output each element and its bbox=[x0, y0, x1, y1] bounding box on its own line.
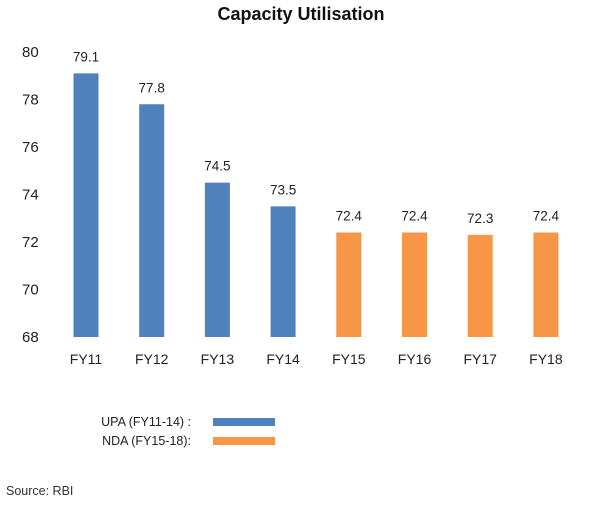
x-tick-fy13: FY13 bbox=[201, 351, 235, 367]
data-label-fy14: 73.5 bbox=[270, 182, 296, 197]
legend-label-upa: UPA (FY11-14) : bbox=[101, 415, 191, 429]
data-label-fy12: 77.8 bbox=[139, 80, 165, 95]
data-label-fy15: 72.4 bbox=[336, 209, 363, 224]
bars bbox=[73, 73, 559, 337]
data-label-fy13: 74.5 bbox=[204, 159, 230, 174]
capacity-utilisation-chart: Capacity Utilisation 68 70 72 74 76 78 80 79.1… bbox=[22, 4, 563, 448]
x-tick-fy17: FY17 bbox=[463, 351, 497, 367]
y-tick-label: 76 bbox=[22, 139, 39, 156]
y-tick-label: 74 bbox=[22, 187, 39, 204]
bar-fy12 bbox=[139, 104, 165, 337]
legend-swatch-nda bbox=[213, 437, 275, 445]
source-note: Source: RBI bbox=[6, 484, 74, 498]
x-tick-fy11: FY11 bbox=[70, 351, 103, 367]
bar-fy11 bbox=[73, 73, 99, 337]
chart-title: Capacity Utilisation bbox=[217, 4, 384, 24]
data-labels: 79.1 77.8 74.5 73.5 72.4 72.4 72.3 72.4 bbox=[73, 49, 560, 226]
x-tick-fy16: FY16 bbox=[398, 351, 432, 367]
bar-fy18 bbox=[533, 232, 559, 337]
y-tick-label: 80 bbox=[22, 44, 39, 61]
x-tick-fy18: FY18 bbox=[529, 351, 563, 367]
y-tick-label: 68 bbox=[22, 329, 39, 346]
data-label-fy16: 72.4 bbox=[401, 209, 428, 224]
y-axis-ticks: 68 70 72 74 76 78 80 bbox=[22, 44, 39, 346]
x-tick-fy14: FY14 bbox=[266, 351, 300, 367]
y-tick-label: 72 bbox=[22, 234, 39, 251]
legend: UPA (FY11-14) : NDA (FY15-18): bbox=[101, 415, 275, 448]
y-tick-label: 70 bbox=[22, 282, 39, 299]
x-tick-fy12: FY12 bbox=[135, 351, 169, 367]
bar-fy17 bbox=[467, 234, 493, 337]
y-tick-label: 78 bbox=[22, 92, 39, 109]
x-tick-fy15: FY15 bbox=[332, 351, 366, 367]
legend-swatch-upa bbox=[213, 418, 275, 426]
data-label-fy11: 79.1 bbox=[73, 49, 99, 64]
x-axis-ticks: FY11 FY12 FY13 FY14 FY15 FY16 FY17 FY18 bbox=[70, 351, 563, 367]
bar-fy16 bbox=[402, 232, 427, 337]
data-label-fy17: 72.3 bbox=[467, 211, 493, 226]
bar-fy14 bbox=[270, 206, 296, 337]
data-label-fy18: 72.4 bbox=[533, 209, 560, 224]
legend-label-nda: NDA (FY15-18): bbox=[102, 434, 191, 448]
bar-fy13 bbox=[204, 182, 230, 337]
bar-fy15 bbox=[336, 232, 362, 337]
